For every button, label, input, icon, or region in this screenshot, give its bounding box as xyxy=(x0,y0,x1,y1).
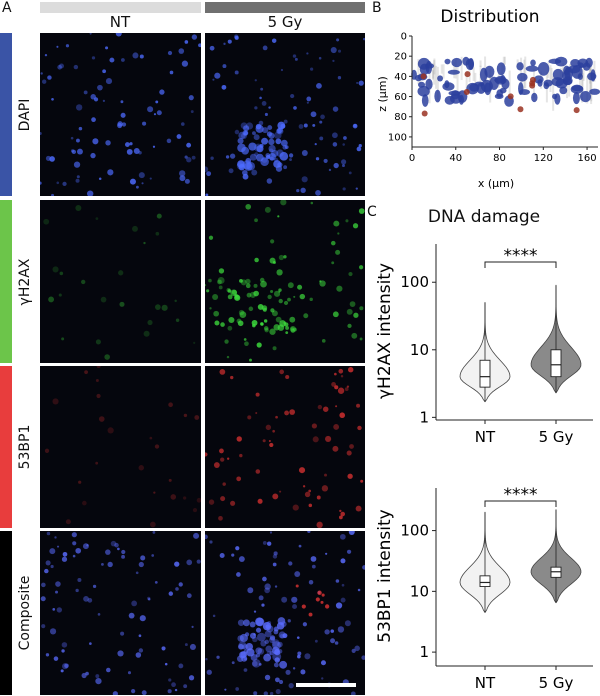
violin-y-tick: 10 xyxy=(410,582,429,600)
violin-y-tick: 1 xyxy=(419,643,429,661)
row-label: DAPI xyxy=(17,98,33,131)
distribution-y-label: z (µm) xyxy=(376,76,389,112)
violin-y-tick: 100 xyxy=(400,273,429,291)
distribution-plot: Distribution 0 40 80 120 160 0 20 40 60 80 100 x (… xyxy=(376,7,600,190)
distribution-x-label: x (µm) xyxy=(478,177,514,190)
micrograph-image xyxy=(205,33,365,196)
significance-bracket xyxy=(484,500,557,507)
distribution-x-tick: 40 xyxy=(449,153,462,164)
row-color-strip xyxy=(0,33,12,196)
violin-category-label: NT xyxy=(475,428,496,446)
distribution-y-tick: 100 xyxy=(388,132,407,143)
row-label: γH2AX xyxy=(17,258,33,305)
row-color-strip xyxy=(0,366,12,528)
violin-y-tick: 10 xyxy=(410,341,429,359)
condition-bar-nt xyxy=(40,2,201,13)
micrograph-image xyxy=(40,200,201,363)
micrograph-image xyxy=(40,531,201,695)
significance-stars: **** xyxy=(504,485,538,505)
distribution-title: Distribution xyxy=(440,7,539,27)
violin-chart-53bp1: 53BP1 intensity 1 10 100 NT 5 Gy **** xyxy=(375,485,593,692)
micrograph-image xyxy=(205,200,365,363)
panel-b-letter: B xyxy=(372,0,382,16)
violin-y-tick: 1 xyxy=(419,408,429,426)
violin-category-label: 5 Gy xyxy=(539,674,574,692)
distribution-x-tick: 80 xyxy=(493,153,506,164)
distribution-y-tick: 40 xyxy=(394,72,407,83)
distribution-x-tick: 0 xyxy=(409,153,415,164)
distribution-x-tick: 160 xyxy=(578,153,597,164)
distribution-y-tick: 80 xyxy=(394,112,407,123)
panel-c-letter: C xyxy=(367,204,377,220)
distribution-y-tick: 60 xyxy=(394,92,407,103)
significance-bracket xyxy=(484,261,557,268)
row-label: Composite xyxy=(17,575,33,651)
distribution-y-tick: 0 xyxy=(401,32,407,43)
condition-label-nt: NT xyxy=(109,13,131,31)
micrograph-image xyxy=(40,33,201,196)
violin-y-label: 53BP1 intensity xyxy=(375,509,395,642)
panel-a-letter: A xyxy=(2,0,12,16)
scale-bar xyxy=(296,683,356,687)
violin-category-label: 5 Gy xyxy=(539,428,574,446)
violin-y-label: γH2AX intensity xyxy=(375,263,395,399)
distribution-x-tick: 120 xyxy=(534,153,553,164)
box-iqr xyxy=(550,349,562,378)
violin-chart-gamma-h2ax: γH2AX intensity 1 10 100 NT 5 Gy **** xyxy=(375,244,593,446)
row-color-strip xyxy=(0,531,12,695)
violin-y-tick: 100 xyxy=(400,522,429,540)
distribution-y-tick: 20 xyxy=(394,52,407,63)
row-color-strip xyxy=(0,200,12,363)
condition-label-5gy: 5 Gy xyxy=(267,13,303,31)
micrograph-image xyxy=(40,366,201,528)
micrograph-image xyxy=(205,531,365,695)
significance-stars: **** xyxy=(504,246,538,266)
box-iqr xyxy=(479,359,491,388)
box-iqr xyxy=(479,575,491,587)
condition-bar-5gy xyxy=(205,2,365,13)
micrograph-image xyxy=(205,366,365,528)
row-label: 53BP1 xyxy=(17,424,33,470)
violin-category-label: NT xyxy=(475,674,496,692)
dna-damage-title: DNA damage xyxy=(427,207,541,227)
